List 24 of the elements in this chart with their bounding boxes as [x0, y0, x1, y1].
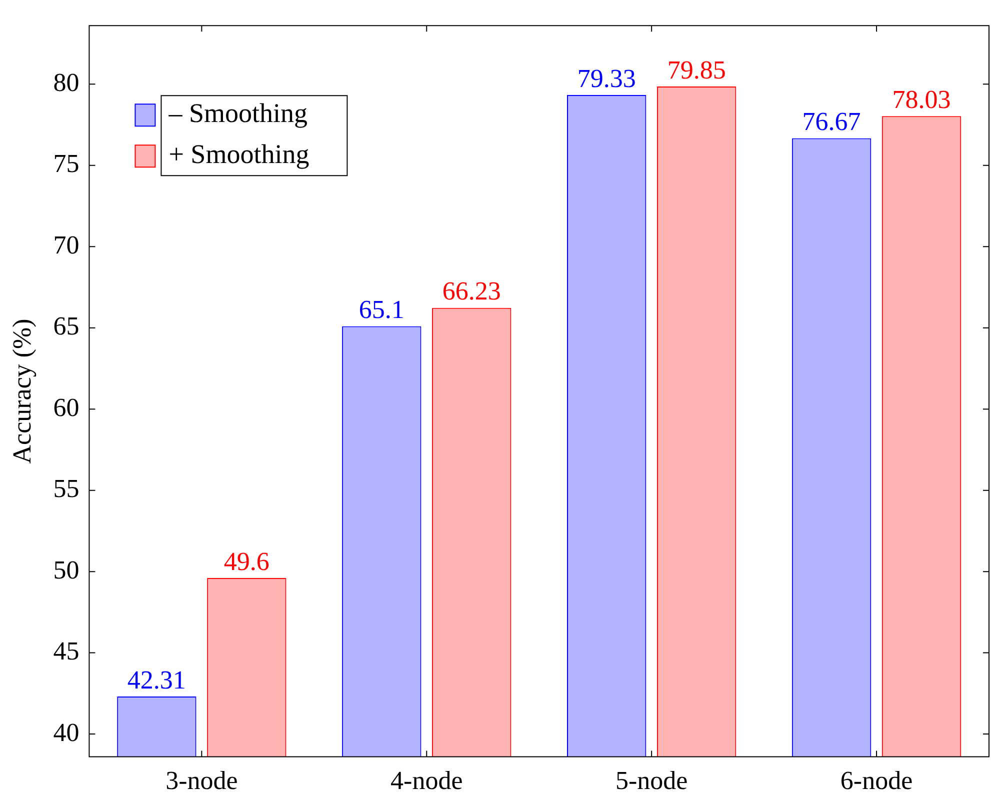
y-tick-label: 60: [53, 392, 80, 422]
legend-label: + Smoothing: [168, 139, 310, 170]
y-tick-label: 55: [53, 474, 80, 504]
y-tick-label: 70: [53, 230, 80, 260]
data-label: 65.1: [358, 295, 404, 324]
data-label: 79.85: [667, 55, 726, 84]
data-label: 79.33: [577, 64, 636, 93]
data-label: 49.6: [224, 546, 270, 576]
x-tick-label: 6-node: [840, 766, 913, 796]
x-tick-label: 3-node: [166, 766, 238, 796]
legend-label: – Smoothing: [168, 98, 308, 128]
y-tick-label: 40: [53, 718, 80, 747]
data-label: 66.23: [442, 276, 501, 306]
y-axis-title: Accuracy (%): [7, 318, 36, 464]
x-tick-label: 5-node: [615, 766, 688, 796]
data-label: 76.67: [802, 107, 861, 136]
y-tick-label: 75: [53, 149, 80, 178]
y-tick-label: 80: [53, 68, 80, 97]
y-tick-label: 65: [53, 312, 80, 341]
x-tick-label: 4-node: [390, 766, 463, 796]
data-label: 42.31: [127, 665, 186, 694]
y-tick-label: 50: [53, 555, 80, 584]
y-tick-label: 45: [53, 636, 80, 666]
data-label: 78.03: [892, 84, 951, 114]
